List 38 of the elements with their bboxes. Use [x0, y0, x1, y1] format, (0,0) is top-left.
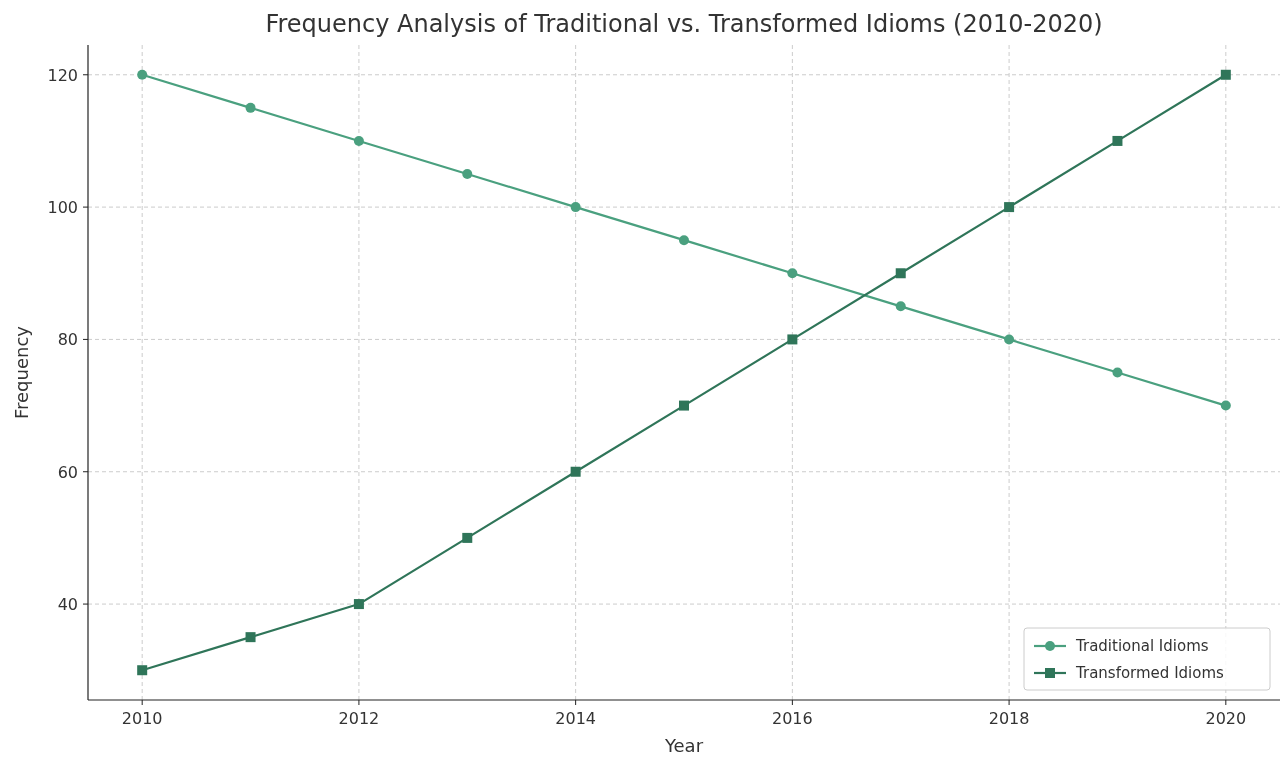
y-axis-title: Frequency: [11, 325, 32, 419]
point: [137, 665, 148, 676]
x-tick-label: 2012: [338, 709, 380, 728]
point: [895, 268, 906, 279]
y-tick-label: 40: [57, 595, 78, 615]
chart-title: Frequency Analysis of Traditional vs. Transformed Idioms (2010-2020): [265, 10, 1103, 38]
point: [787, 268, 798, 279]
point: [1112, 367, 1123, 378]
y-tick-label: 60: [57, 462, 78, 482]
y-tick-label: 120: [47, 65, 78, 85]
x-tick-label: 2014: [555, 709, 596, 728]
x-tick-label: 2016: [772, 709, 813, 728]
point: [1220, 69, 1231, 80]
point: [570, 466, 581, 477]
y-tick-label: 100: [47, 198, 78, 218]
point: [245, 632, 256, 643]
point: [895, 301, 906, 312]
point: [1004, 202, 1015, 213]
x-tick-label: 2020: [1205, 709, 1247, 728]
point: [462, 532, 473, 543]
point: [462, 169, 473, 180]
legend-label: Traditional Idioms: [1075, 637, 1209, 655]
point: [353, 599, 364, 610]
point: [679, 400, 689, 411]
x-tick-label: 2018: [988, 709, 1030, 728]
point: [137, 69, 148, 80]
point: [245, 102, 256, 113]
legend-label: Transformed Idioms: [1075, 664, 1225, 682]
point: [570, 202, 581, 213]
point: [787, 334, 798, 345]
x-tick-label: 2010: [121, 709, 163, 728]
point: [353, 135, 364, 146]
y-tick-label: 80: [57, 330, 78, 350]
x-axis-title: Year: [663, 735, 704, 756]
point: [679, 235, 689, 246]
point: [1004, 334, 1015, 345]
point: [1112, 135, 1123, 146]
point: [1220, 400, 1231, 411]
